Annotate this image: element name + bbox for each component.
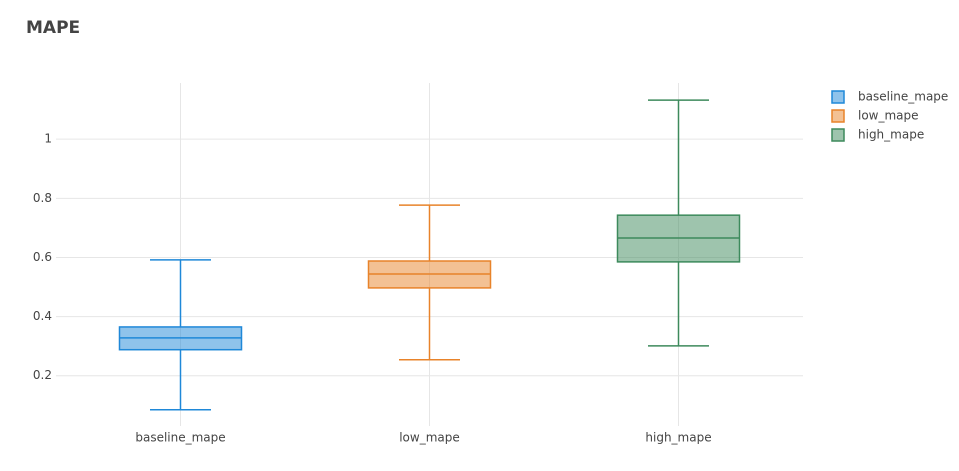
legend-label: high_mape xyxy=(858,128,924,142)
legend-label: low_mape xyxy=(858,109,919,123)
legend-swatch xyxy=(831,109,845,123)
y-tick-label: 0.2 xyxy=(33,368,52,382)
y-tick-label: 0.8 xyxy=(33,191,52,205)
legend-swatch xyxy=(831,128,845,142)
legend-swatch xyxy=(831,90,845,104)
y-tick-label: 0.6 xyxy=(33,250,52,264)
y-tick-label: 0.4 xyxy=(33,309,52,323)
y-tick-label: 1 xyxy=(44,132,52,146)
legend-label: baseline_mape xyxy=(858,90,948,104)
x-tick-label: high_mape xyxy=(645,431,711,445)
chart-title: MAPE xyxy=(26,18,80,38)
x-tick-label: low_mape xyxy=(399,431,460,445)
x-tick-label: baseline_mape xyxy=(135,431,225,445)
